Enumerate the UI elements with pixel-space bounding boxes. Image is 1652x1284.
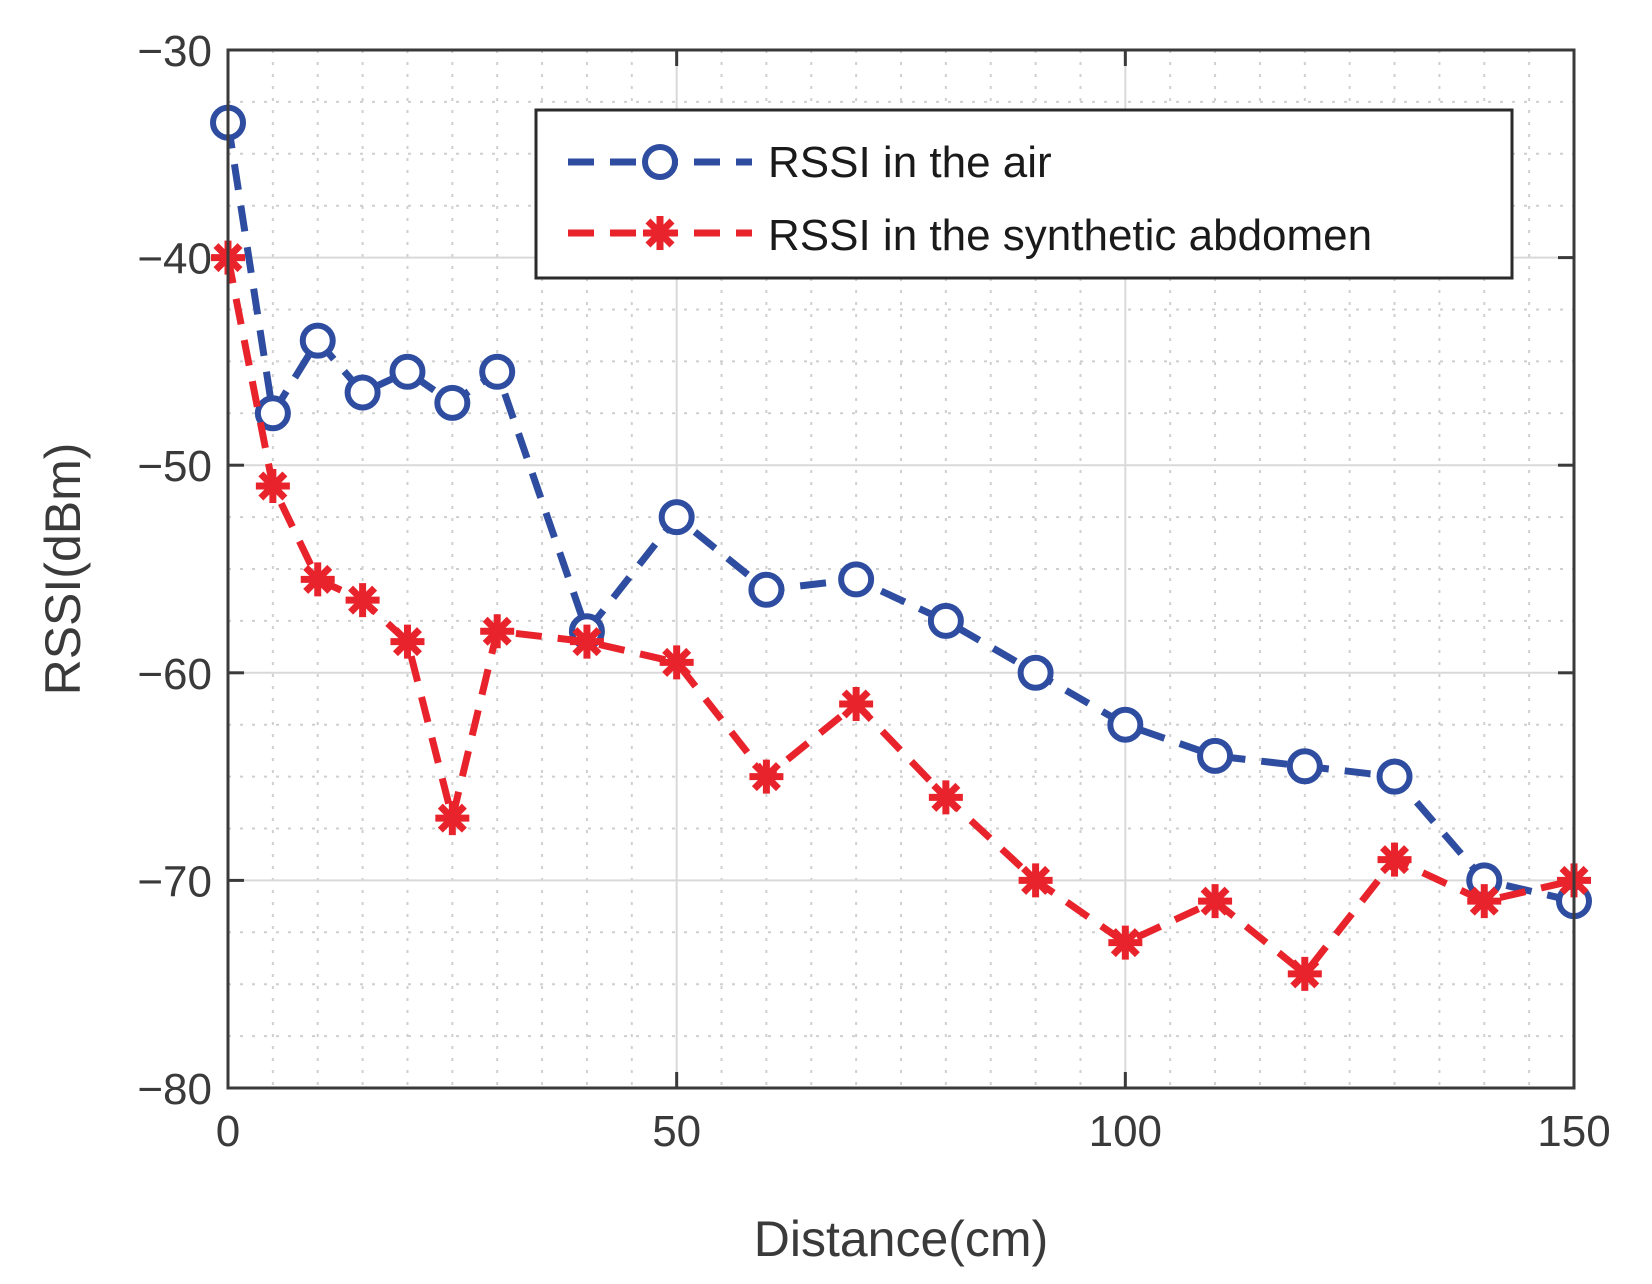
legend: RSSI in the air RSSI in the synthetic ab… — [534, 108, 1514, 280]
data-point — [1108, 925, 1143, 960]
data-point — [1377, 842, 1412, 877]
data-point — [928, 780, 963, 815]
data-point — [749, 759, 784, 794]
legend-label-abdomen: RSSI in the synthetic abdomen — [768, 211, 1372, 260]
marker-stroke — [482, 616, 512, 646]
data-point — [927, 602, 964, 639]
y-tick-label: −30 — [137, 27, 212, 76]
data-point — [254, 395, 291, 432]
legend-label-air: RSSI in the air — [768, 138, 1052, 187]
marker-stroke — [1380, 845, 1410, 875]
data-point — [1376, 758, 1413, 795]
y-tick-label: −40 — [137, 235, 212, 284]
marker-stroke — [931, 782, 961, 812]
marker-stroke — [1290, 959, 1320, 989]
x-tick-label: 150 — [1537, 1107, 1610, 1156]
data-point — [255, 468, 290, 503]
y-tick-label: −60 — [137, 650, 212, 699]
data-point — [435, 801, 470, 836]
data-point — [748, 571, 785, 608]
series-air — [210, 104, 1592, 920]
y-tick-label: −80 — [137, 1065, 212, 1114]
data-point — [1017, 654, 1054, 691]
y-tick-label: −50 — [137, 442, 212, 491]
x-tick-label: 50 — [652, 1107, 701, 1156]
data-point — [345, 583, 380, 618]
marker-stroke — [348, 585, 378, 615]
legend-samples — [568, 144, 752, 250]
data-point — [1467, 884, 1502, 919]
series-abdomen — [211, 240, 1591, 991]
data-series — [210, 104, 1592, 991]
data-point — [839, 686, 874, 721]
marker-stroke — [645, 218, 675, 248]
data-point — [1107, 706, 1144, 743]
legend-marker — [642, 144, 678, 180]
marker-stroke — [303, 564, 333, 594]
x-axis-title: Distance(cm) — [754, 1211, 1048, 1267]
data-point — [479, 353, 516, 390]
data-point — [389, 353, 426, 390]
plot-area-frame — [226, 48, 1576, 1090]
data-point — [1286, 748, 1323, 785]
legend-marker — [643, 216, 677, 250]
marker-stroke — [392, 627, 422, 657]
marker-stroke — [841, 689, 871, 719]
data-point — [434, 384, 471, 421]
data-point — [299, 322, 336, 359]
marker-stroke — [572, 627, 602, 657]
marker-stroke — [1021, 865, 1051, 895]
data-point — [1198, 884, 1233, 919]
y-tick-label: −70 — [137, 857, 212, 906]
x-tick-label: 0 — [216, 1107, 240, 1156]
marker-stroke — [751, 762, 781, 792]
x-tick-label: 100 — [1089, 1107, 1162, 1156]
legend-box — [534, 108, 1514, 280]
marker-stroke — [258, 471, 288, 501]
data-point — [344, 374, 381, 411]
data-point — [480, 614, 515, 649]
data-point — [1018, 863, 1053, 898]
data-point — [1287, 956, 1322, 991]
data-point — [658, 499, 695, 536]
data-point — [390, 624, 425, 659]
marker-stroke — [1110, 928, 1140, 958]
data-point — [838, 561, 875, 598]
data-point — [1197, 737, 1234, 774]
marker-stroke — [437, 803, 467, 833]
tick-labels: 0 50 100 150 −30 −40 −50 −60 −70 −80 — [137, 27, 1610, 1156]
marker-stroke — [662, 647, 692, 677]
data-point — [659, 645, 694, 680]
data-point — [300, 562, 335, 597]
y-axis-title: RSSI(dBm) — [35, 443, 91, 696]
marker-stroke — [1200, 886, 1230, 916]
data-point — [569, 624, 604, 659]
marker-stroke — [1469, 886, 1499, 916]
